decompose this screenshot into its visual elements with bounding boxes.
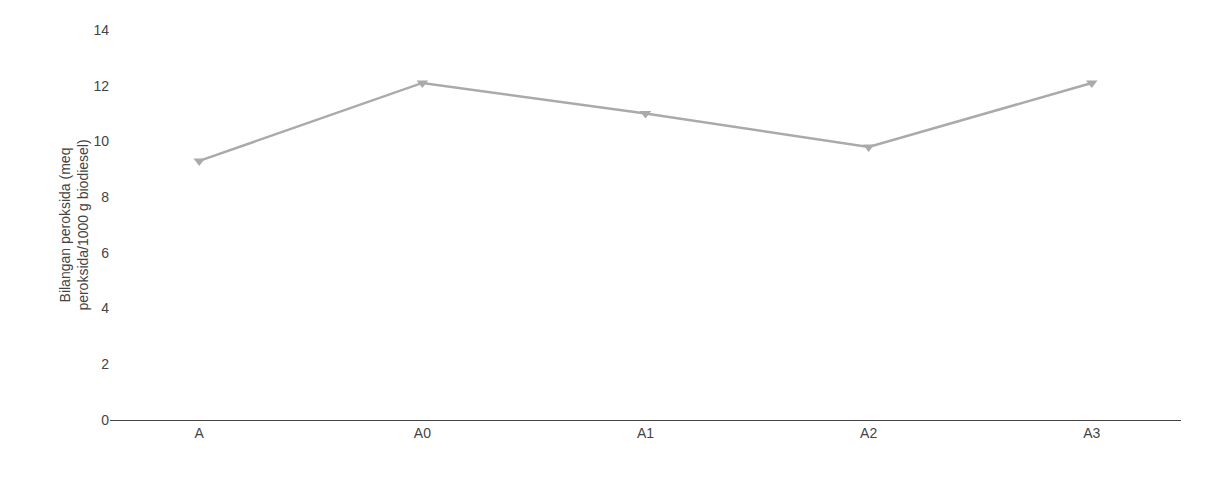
svg-text:12: 12 <box>93 78 109 94</box>
svg-text:4: 4 <box>101 300 109 316</box>
svg-text:A: A <box>195 425 205 441</box>
svg-text:6: 6 <box>101 245 109 261</box>
svg-text:A3: A3 <box>1083 425 1100 441</box>
svg-text:A1: A1 <box>637 425 654 441</box>
svg-text:Bilangan peroksida (meqperoksi: Bilangan peroksida (meqperoksida/1000 g … <box>57 139 91 310</box>
svg-text:2: 2 <box>101 356 109 372</box>
svg-text:10: 10 <box>93 133 109 149</box>
svg-text:8: 8 <box>101 189 109 205</box>
svg-text:A2: A2 <box>860 425 877 441</box>
svg-text:0: 0 <box>101 412 109 428</box>
svg-text:14: 14 <box>93 22 109 38</box>
svg-text:A0: A0 <box>414 425 431 441</box>
